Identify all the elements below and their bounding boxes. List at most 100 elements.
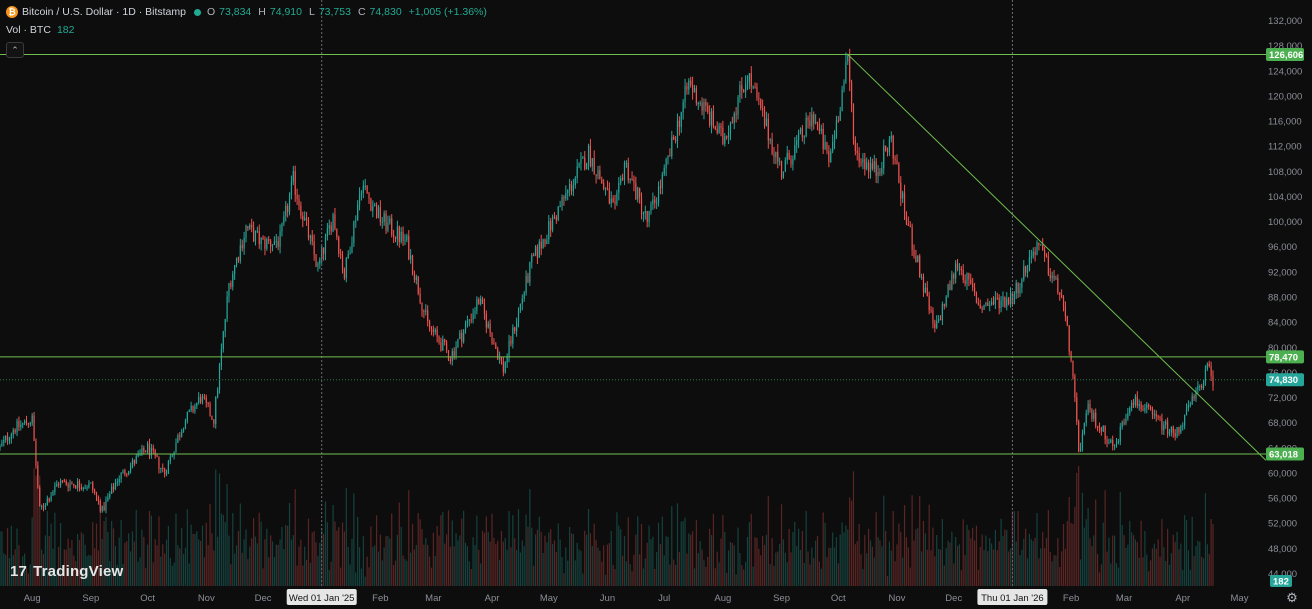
candle-body [357,204,359,221]
volume-bar [1180,543,1182,586]
candle-body [777,151,779,162]
candle-body [656,202,658,204]
volume-bar [1009,548,1012,586]
volume-bar [10,525,12,586]
price-tick-label: 120,000 [1268,91,1302,102]
volume-bar [1149,560,1152,586]
candle-body [722,127,724,144]
candle-body [885,145,887,152]
volume-bar [1061,551,1063,586]
candle-body [824,142,826,150]
candle-body [1032,251,1034,257]
candle-body [540,241,542,249]
candle-body [748,73,750,82]
candle-body [95,493,98,498]
volume-bar [1178,549,1180,586]
volume-bar [765,534,768,586]
candle-body [1191,396,1193,405]
price-tick-label: 56,000 [1268,494,1297,505]
candle-body [1061,294,1063,298]
volume-bar [873,557,875,586]
volume-bar [786,562,788,586]
volume-bar [947,540,949,586]
symbol-title[interactable]: Bitcoin / U.S. Dollar · 1D · Bitstamp [22,6,186,18]
candle-body [936,320,938,328]
price-tick-label: 108,000 [1268,167,1302,178]
volume-bar [226,484,228,586]
candle-body [915,256,917,262]
candle-body [907,223,909,226]
volume-bar [158,516,160,586]
candle-body [782,171,785,178]
price-tick-label: 116,000 [1268,117,1302,128]
tradingview-logo[interactable]: 17 TradingView [10,563,123,580]
volume-bar [27,573,29,586]
volume-bar [659,544,662,586]
candle-body [956,263,959,269]
volume-bar [470,569,472,586]
candle-body [648,210,650,222]
candles [0,48,1214,514]
candle-body [1210,366,1212,376]
candle-body [181,431,183,437]
volume-bar [199,540,202,586]
candle-body [408,235,410,260]
volume-bar [614,569,616,586]
collapse-legend-button[interactable]: ⌃ [6,42,24,58]
candle-body [1000,300,1002,309]
volume-bar [956,545,959,586]
candle-body [1017,282,1019,294]
candle-body [693,87,696,93]
candle-body [629,178,631,181]
volume-bar [1087,507,1089,586]
candle-body [973,287,976,294]
candle-body [243,237,245,249]
candle-body [574,177,576,186]
volume-bar [631,571,633,586]
candle-body [377,207,380,218]
candle-body [20,424,22,427]
candle-body [729,122,732,133]
gear-icon[interactable]: ⚙ [1286,590,1298,605]
volume-bar [232,513,234,586]
candle-body [345,258,347,279]
volume-bar [794,521,796,586]
date-marker-label: Wed 01 Jan '25 [289,593,355,604]
volume-bar [909,567,911,586]
candle-body [820,128,822,132]
volume-bar [523,546,525,586]
volume-bar [428,556,431,586]
candle-body [877,172,879,176]
volume-bar [18,545,20,586]
volume-bar [597,547,599,586]
volume-bar [790,552,792,586]
candle-body [425,310,427,312]
volume-bar [519,552,522,586]
candle-body [919,255,921,278]
candle-body [750,73,752,87]
volume-bar [52,548,54,586]
volume-bar [601,561,603,586]
volume-bar [919,496,921,586]
candle-body [712,111,715,127]
volume-bar [1098,572,1101,586]
candle-body [5,436,7,440]
volume-bar [400,526,402,586]
candle-body [141,448,143,454]
volume-bar [656,551,658,586]
volume-bar [516,549,518,586]
candle-body [822,128,824,150]
candle-body [1068,325,1070,352]
volume-label[interactable]: Vol · BTC [6,24,51,36]
volume-bar [466,546,469,586]
candle-body [599,170,601,180]
candle-body [939,319,942,321]
volume-bar [1030,539,1032,586]
candle-body [97,497,100,502]
candle-body [1025,266,1027,273]
candle-body [1079,447,1082,452]
volume-bar [24,553,26,586]
candle-body [796,139,798,145]
